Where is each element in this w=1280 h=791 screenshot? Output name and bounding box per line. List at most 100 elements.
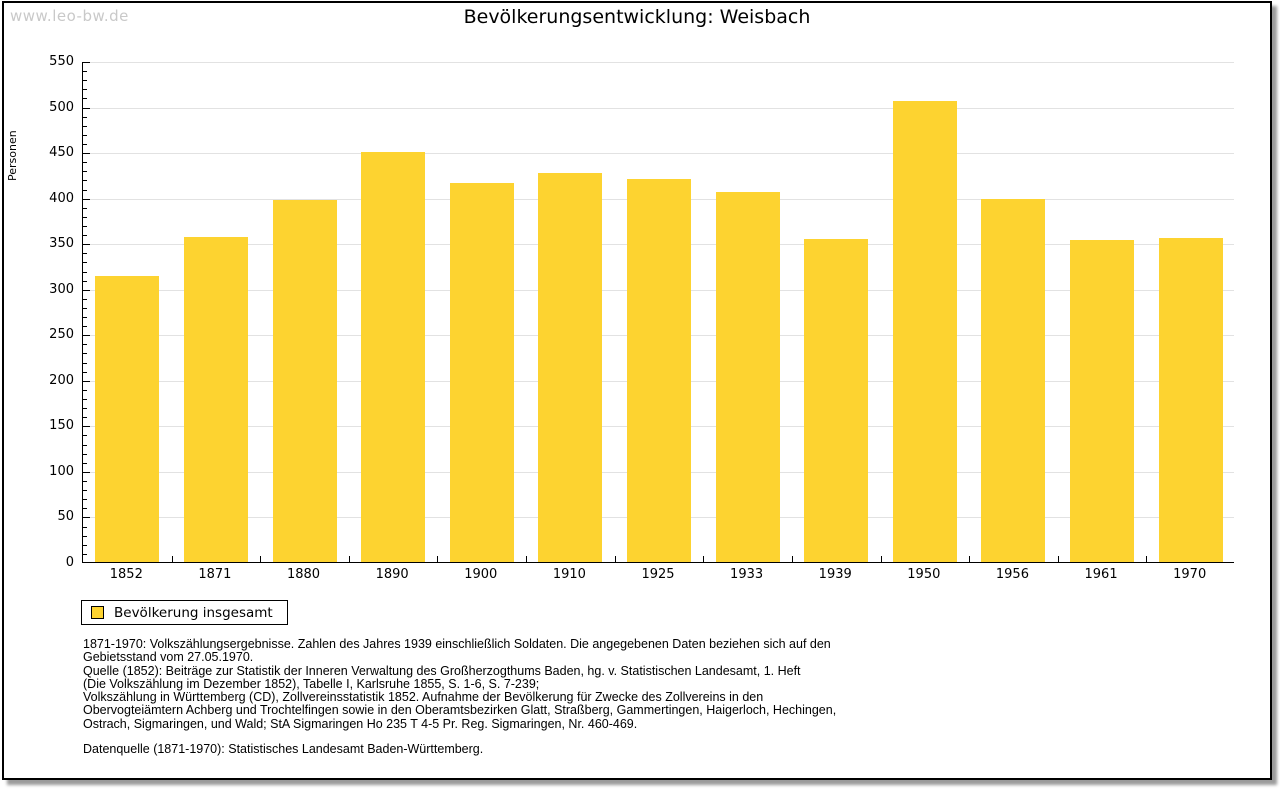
source-notes: 1871-1970: Volkszählungsergebnisse. Zahl… (83, 637, 943, 731)
y-axis-tick (83, 134, 87, 136)
y-axis-tick (83, 235, 87, 237)
bar-1961 (1070, 239, 1135, 562)
bar-1939 (804, 238, 869, 562)
y-axis-tick (83, 417, 87, 419)
y-tick-label: 450 (49, 145, 74, 161)
y-axis-tick (83, 271, 87, 273)
x-tick-label: 1970 (1173, 567, 1207, 582)
y-axis-tick (83, 508, 87, 510)
bar-1956 (981, 198, 1046, 562)
source-note-line: 1871-1970: Volkszählungsergebnisse. Zahl… (83, 637, 831, 651)
source-note-line: Gebietsstand vom 27.05.1970. (83, 650, 254, 665)
y-axis-tick (83, 490, 87, 492)
y-axis-tick (83, 298, 87, 300)
y-axis-tick (83, 98, 87, 100)
y-axis-tick (83, 389, 87, 391)
bar-1925 (627, 179, 691, 562)
y-axis-tick (83, 426, 90, 428)
x-tick-label: 1880 (286, 567, 321, 582)
y-axis-tick (83, 62, 90, 63)
y-axis-tick (83, 153, 90, 155)
x-tick-label: 1890 (375, 567, 409, 582)
bar-1900 (449, 183, 514, 562)
legend-label: Bevölkerung insgesamt (114, 604, 273, 621)
y-axis-tick (83, 553, 87, 555)
x-axis-tick (171, 556, 173, 562)
x-axis-tick (437, 556, 439, 562)
source-note-line: (Die Volkszählung im Dezember 1852), Tab… (83, 676, 540, 691)
x-axis-tick (969, 556, 971, 562)
y-axis-tick (83, 225, 87, 227)
y-axis-tick (83, 80, 87, 82)
bar-1880 (272, 200, 337, 562)
x-tick-label: 1900 (464, 567, 498, 582)
chart-card: www.leo-bw.de Bevölkerungsentwicklung: W… (2, 1, 1272, 780)
bar-1890 (361, 152, 426, 562)
x-tick-label: 1852 (109, 567, 143, 582)
y-axis-tick (83, 435, 87, 437)
bar-1970 (1158, 237, 1223, 562)
y-axis-tick (83, 244, 90, 246)
y-tick-label: 250 (49, 327, 74, 343)
bar-1871 (183, 236, 248, 562)
x-axis-tick (880, 556, 882, 562)
gridline (83, 62, 1234, 63)
y-axis-tick (83, 453, 87, 455)
y-axis-tick (83, 544, 87, 546)
y-axis-tick (83, 499, 87, 501)
y-axis-tick (83, 71, 87, 73)
x-axis-tick (791, 556, 793, 562)
y-axis-tick (83, 380, 90, 382)
y-axis-tick (83, 326, 87, 328)
y-tick-label: 550 (49, 54, 74, 69)
y-axis-tick (83, 180, 87, 182)
source-note-line: Ostrach, Sigmaringen, und Wald; StA Sigm… (83, 716, 638, 731)
x-axis-tick (614, 556, 616, 562)
y-tick-label: 100 (49, 463, 74, 479)
source-note-line: Obervogteiämtern Achberg und Trochtelfin… (83, 703, 837, 718)
bar-1933 (715, 192, 780, 562)
y-axis-tick (83, 371, 87, 373)
bar-1852 (95, 275, 160, 562)
y-tick-label: 200 (49, 372, 74, 388)
source-note-line: Volkszählung in Württemberg (CD), Zollve… (83, 690, 764, 705)
y-axis-tick (83, 344, 87, 346)
x-axis-tick (1146, 556, 1148, 562)
x-tick-label: 1925 (641, 567, 675, 582)
bar-1910 (538, 173, 603, 562)
x-axis-tick (1057, 556, 1059, 562)
y-axis-tick (83, 89, 87, 91)
bar-1950 (892, 101, 957, 562)
y-axis-tick (83, 198, 90, 200)
y-axis-tick (83, 399, 87, 401)
y-axis-tick (83, 408, 87, 410)
y-axis-tick (83, 171, 87, 173)
y-axis-tick (83, 189, 87, 191)
legend-swatch-icon (91, 606, 104, 619)
y-axis-tick (83, 335, 90, 337)
y-axis-tick (83, 481, 87, 483)
source-note-line: Quelle (1852): Beiträge zur Statistik de… (83, 663, 801, 678)
y-axis-tick (83, 307, 87, 309)
y-tick-label: 350 (49, 236, 74, 252)
x-tick-label: 1910 (552, 567, 586, 582)
y-axis-label: Personen (6, 130, 19, 181)
plot-area (82, 62, 1234, 563)
x-axis-tick (703, 556, 705, 562)
gridline (83, 153, 1234, 155)
y-axis-tick (83, 125, 87, 127)
y-axis-tick (83, 207, 87, 209)
y-tick-label: 400 (49, 190, 74, 206)
y-axis-tick (83, 353, 87, 355)
y-axis-tick (83, 289, 90, 291)
y-axis-tick (83, 107, 90, 109)
y-tick-label: 50 (57, 509, 74, 525)
y-axis-tick (83, 162, 87, 164)
x-axis-tick (526, 556, 528, 562)
y-tick-label: 150 (49, 418, 74, 434)
y-axis-tick (83, 362, 87, 364)
x-axis-tick (260, 556, 262, 562)
legend: Bevölkerung insgesamt (81, 600, 288, 625)
y-axis-tick (83, 526, 87, 528)
y-axis-tick (83, 116, 87, 118)
